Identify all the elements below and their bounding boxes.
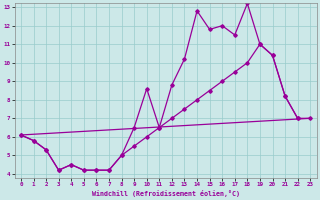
X-axis label: Windchill (Refroidissement éolien,°C): Windchill (Refroidissement éolien,°C): [92, 190, 240, 197]
